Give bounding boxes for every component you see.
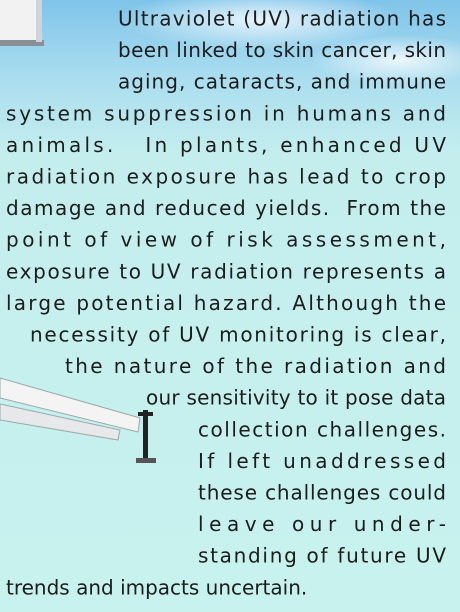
- text-line: our sensitivity to it pose data: [146, 386, 446, 410]
- text-line: been linked to skin cancer, skin: [118, 38, 446, 62]
- text-line: leave our under-: [198, 512, 446, 536]
- text-line: aging, cataracts, and immune: [118, 70, 446, 94]
- text-line: trends and impacts uncertain.: [6, 575, 307, 599]
- text-line: these challenges could: [198, 481, 446, 505]
- page: Ultraviolet (UV) radiation hasbeen linke…: [0, 0, 460, 612]
- text-line: standing of future UV: [198, 544, 446, 568]
- text-line: necessity of UV monitoring is clear,: [30, 323, 446, 347]
- text-line: the nature of the radiation and: [65, 354, 446, 378]
- text-line: system suppression in humans and: [6, 101, 446, 125]
- text-line: radiation exposure has lead to crop: [6, 165, 446, 189]
- text-line: large potential hazard. Although the: [6, 291, 446, 315]
- text-line: collection challenges.: [198, 417, 446, 441]
- text-line: animals. In plants, enhanced UV: [6, 133, 446, 157]
- instrument-box: [0, 0, 44, 46]
